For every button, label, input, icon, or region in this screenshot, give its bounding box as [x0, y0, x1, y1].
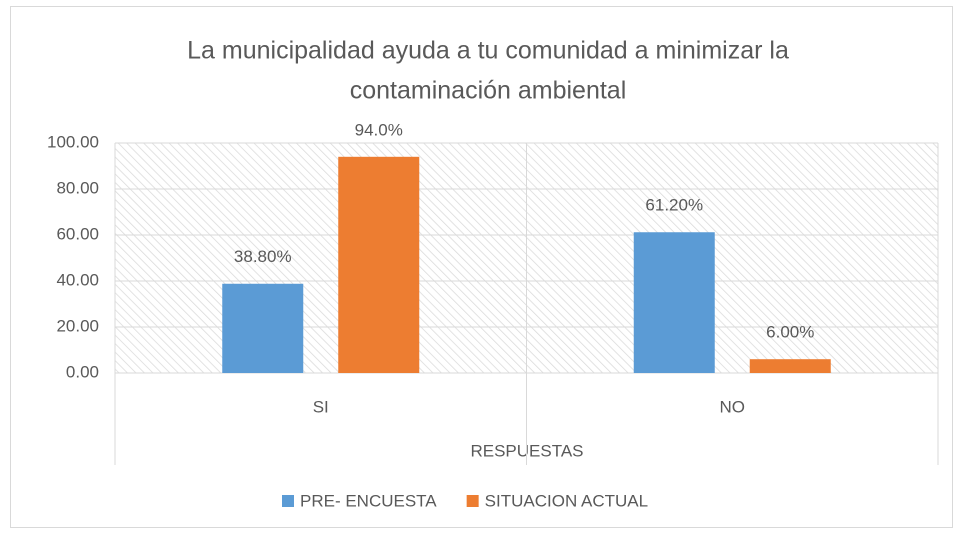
- chart-border: [10, 6, 953, 528]
- y-tick-label: 60.00: [56, 224, 99, 243]
- y-tick-label: 40.00: [56, 270, 99, 289]
- bar: [633, 232, 715, 373]
- legend-swatch: [282, 495, 294, 507]
- data-label: 38.80%: [234, 247, 292, 266]
- legend-label: PRE- ENCUESTA: [300, 491, 437, 510]
- x-tick-label: NO: [720, 397, 746, 416]
- data-label: 61.20%: [645, 196, 703, 215]
- y-tick-label: 0.00: [66, 362, 99, 381]
- data-label: 94.0%: [355, 120, 403, 139]
- data-label: 6.00%: [766, 323, 814, 342]
- y-tick-label: 100.00: [47, 132, 99, 151]
- x-tick-label: SI: [313, 397, 329, 416]
- bar: [749, 359, 831, 373]
- legend-label: SITUACION ACTUAL: [485, 491, 648, 510]
- chart-title: La municipalidad ayuda a tu comunidad a …: [187, 37, 789, 65]
- y-tick-label: 80.00: [56, 178, 99, 197]
- bar: [338, 156, 420, 373]
- bar: [222, 283, 304, 373]
- chart-title: contaminación ambiental: [350, 77, 627, 105]
- y-tick-label: 20.00: [56, 316, 99, 335]
- legend-swatch: [466, 495, 479, 507]
